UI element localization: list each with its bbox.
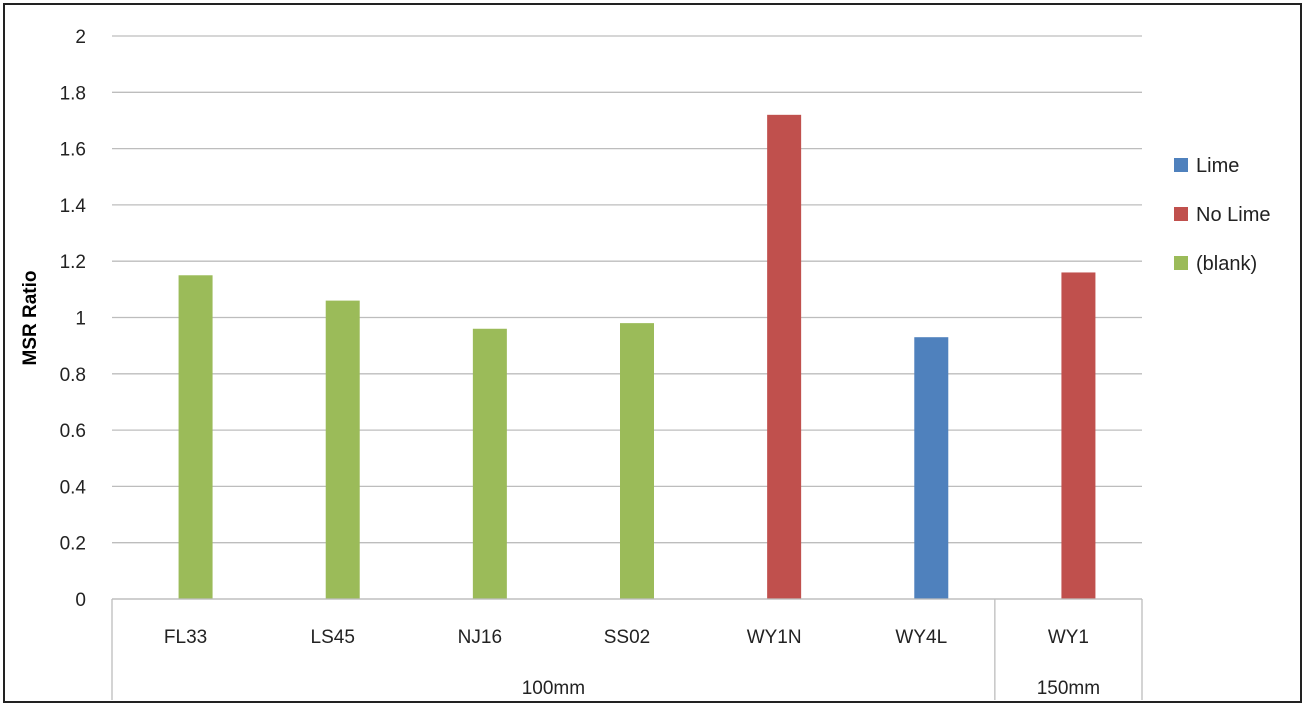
y-tick-label: 2	[75, 27, 86, 48]
bar-wy1	[1061, 272, 1096, 599]
y-tick-label: 0	[75, 590, 86, 611]
group-label: 150mm	[1037, 678, 1100, 699]
x-tick-label: WY1	[1048, 627, 1089, 648]
y-tick-label: 1.4	[60, 196, 87, 217]
x-tick-label: WY1N	[747, 627, 802, 648]
legend-swatch	[1174, 256, 1188, 270]
group-label: 100mm	[522, 678, 585, 699]
y-tick-label: 0.8	[60, 365, 86, 386]
bar-fl33	[178, 275, 213, 599]
group-labels: 100mm 150mm	[522, 678, 1100, 699]
bar-wy1n	[767, 114, 802, 599]
y-tick-label: 1.6	[60, 140, 86, 161]
legend-label: No Lime	[1196, 204, 1270, 226]
legend-swatch	[1174, 207, 1188, 221]
bar-wy4l	[914, 337, 949, 599]
y-tick-label: 0.6	[60, 421, 86, 442]
y-tick-label: 0.2	[60, 534, 86, 555]
bar-ss02	[620, 323, 654, 599]
x-tick-label: NJ16	[458, 627, 502, 648]
legend-swatch	[1174, 158, 1188, 172]
x-tick-label: SS02	[604, 627, 650, 648]
y-tick-label: 1.8	[60, 83, 86, 104]
x-tick-labels: FL33 LS45 NJ16 SS02 WY1N WY4L WY1	[164, 627, 1089, 648]
legend-label: (blank)	[1196, 253, 1257, 275]
legend-label: Lime	[1196, 155, 1239, 177]
bars	[178, 114, 1096, 599]
legend: Lime No Lime (blank)	[1174, 155, 1270, 275]
y-tick-label: 1.2	[60, 252, 86, 273]
y-tick-label: 0.4	[60, 477, 87, 498]
y-tick-labels: 0 0.2 0.4 0.6 0.8 1 1.2 1.4 1.6 1.8 2	[60, 27, 87, 611]
x-tick-label: LS45	[311, 627, 355, 648]
x-axis	[111, 598, 1143, 700]
bar-nj16	[472, 328, 507, 599]
y-tick-label: 1	[75, 309, 86, 330]
x-tick-label: WY4L	[895, 627, 947, 648]
x-tick-label: FL33	[164, 627, 207, 648]
y-axis-title: MSR Ratio	[20, 271, 41, 366]
bar-ls45	[325, 300, 360, 599]
